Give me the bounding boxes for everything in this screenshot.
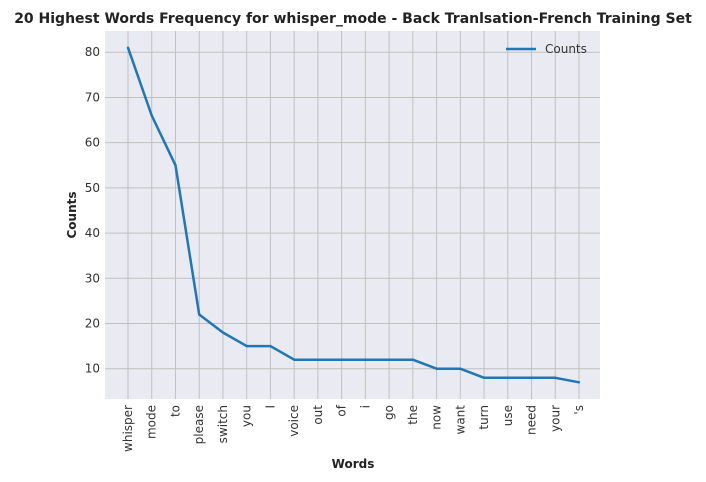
- y-axis-label: Counts: [65, 191, 79, 238]
- y-tick-label: 20: [85, 317, 100, 331]
- data-point: [364, 358, 367, 361]
- x-tick-label: now: [430, 405, 444, 430]
- x-tick-label: want: [453, 405, 467, 435]
- x-tick-label: I: [263, 405, 277, 409]
- data-point: [316, 358, 320, 361]
- legend-label-counts: Counts: [545, 42, 587, 56]
- y-tick-label: 30: [85, 271, 100, 285]
- x-tick-label: please: [192, 405, 206, 444]
- y-tick-labels: 10 20 30 40 50 60 70 80: [85, 45, 100, 375]
- y-tick-label: 40: [85, 226, 100, 240]
- x-tick-label: your: [548, 405, 562, 432]
- grid-lines: [105, 31, 600, 399]
- data-point: [482, 376, 486, 379]
- y-tick-label: 70: [85, 90, 100, 104]
- data-point: [221, 331, 225, 334]
- x-tick-label: of: [335, 404, 349, 416]
- data-point: [387, 358, 391, 361]
- x-tick-label: whisper: [121, 405, 135, 452]
- data-point: [435, 367, 438, 370]
- data-points: [126, 46, 581, 384]
- x-tick-label: use: [501, 405, 515, 426]
- data-point: [292, 358, 296, 361]
- data-point: [340, 358, 343, 361]
- data-point: [506, 376, 509, 379]
- x-tick-label: mode: [145, 405, 159, 439]
- data-point: [269, 344, 272, 348]
- data-point: [198, 313, 201, 316]
- chart-title: 20 Highest Words Frequency for whisper_m…: [14, 11, 692, 27]
- data-point: [174, 164, 177, 167]
- data-point: [411, 358, 415, 361]
- data-point: [150, 114, 153, 117]
- y-tick-label: 50: [85, 181, 100, 195]
- x-tick-label: 's: [572, 405, 586, 415]
- legend: Counts: [506, 42, 587, 56]
- x-tick-label: the: [406, 405, 420, 425]
- x-tick-label: you: [240, 405, 254, 427]
- x-tick-label: to: [168, 405, 182, 417]
- data-point: [577, 381, 581, 384]
- x-axis-label: Words: [332, 457, 375, 471]
- plot-area: [105, 31, 600, 399]
- x-tick-label: turn: [477, 405, 491, 430]
- data-point: [245, 344, 248, 348]
- y-tick-label: 60: [85, 136, 100, 150]
- y-tick-label: 80: [85, 45, 100, 59]
- data-point: [126, 46, 130, 49]
- x-tick-label: go: [382, 405, 396, 420]
- series-line-counts: [126, 47, 580, 384]
- data-point: [554, 376, 557, 379]
- data-point: [459, 367, 462, 370]
- x-tick-label: out: [311, 405, 325, 425]
- x-tick-label: voice: [287, 405, 301, 437]
- x-tick-label: need: [525, 405, 539, 435]
- y-tick-label: 10: [85, 362, 100, 376]
- x-tick-label: i: [358, 405, 372, 408]
- data-point: [530, 376, 533, 379]
- x-tick-label: switch: [216, 405, 230, 443]
